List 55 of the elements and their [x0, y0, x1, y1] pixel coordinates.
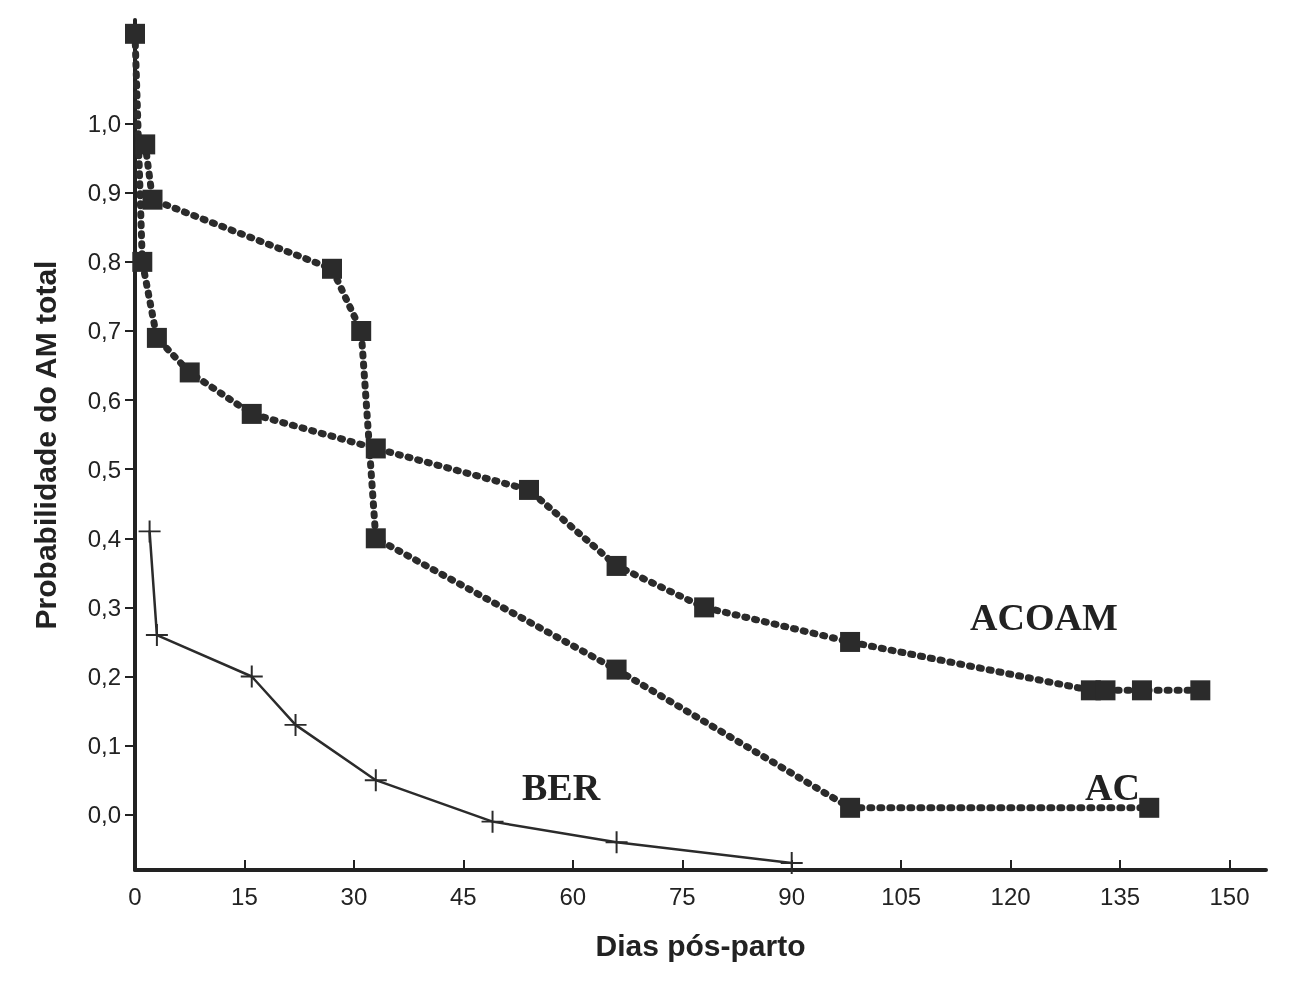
y-tick-label: 0,9: [87, 179, 121, 207]
point: [606, 555, 627, 576]
annotation: AC: [1085, 766, 1140, 808]
annotation: BER: [522, 766, 601, 808]
y-tick-label: 0,4: [87, 524, 121, 552]
x-tick-label: 15: [231, 882, 258, 910]
y-tick-label: 1,0: [87, 110, 121, 138]
point: [364, 769, 387, 792]
point: [132, 251, 153, 272]
annotation: ACOAM: [970, 596, 1118, 638]
x-tick-label: 150: [1209, 882, 1250, 910]
point: [365, 528, 386, 549]
point: [606, 659, 627, 680]
y-tick-label: 0,1: [87, 732, 121, 760]
point: [125, 23, 145, 44]
point: [780, 852, 803, 875]
x-tick-label: 120: [990, 882, 1031, 910]
y-axis-title: Probabilidade do AM total: [28, 260, 62, 630]
x-tick-label: 105: [881, 882, 922, 910]
point: [1131, 680, 1152, 701]
point: [1095, 680, 1116, 701]
point: [1190, 680, 1211, 701]
point: [840, 631, 861, 652]
x-tick-label: 60: [559, 882, 587, 910]
point: [1139, 797, 1160, 818]
point: [365, 438, 386, 459]
point: [179, 362, 200, 383]
x-tick-label: 90: [778, 882, 806, 910]
x-tick-label: 75: [668, 882, 696, 910]
y-tick-label: 0,6: [87, 386, 121, 414]
point: [481, 810, 504, 833]
y-tick-label: 0,5: [87, 455, 121, 483]
point: [135, 134, 156, 155]
point: [840, 797, 861, 818]
point: [138, 520, 161, 543]
x-tick-label: 135: [1100, 882, 1141, 910]
y-tick-label: 0,7: [87, 317, 121, 345]
x-axis-title: Dias pós-parto: [595, 928, 806, 962]
x-tick-label: 0: [128, 882, 142, 910]
x-tick-label: 30: [340, 882, 368, 910]
point: [241, 403, 262, 424]
point: [605, 831, 628, 854]
y-tick-label: 0,3: [87, 593, 121, 621]
y-tick-label: 0,2: [87, 663, 121, 690]
point: [142, 189, 163, 210]
point: [519, 479, 540, 500]
point: [145, 624, 168, 647]
x-tick-label: 45: [450, 882, 477, 910]
point: [694, 597, 715, 618]
point: [351, 320, 372, 341]
y-tick-label: 0,0: [87, 801, 121, 829]
point: [146, 327, 167, 348]
point: [322, 258, 343, 279]
point: [284, 713, 307, 736]
y-tick-label: 0,8: [87, 248, 121, 276]
